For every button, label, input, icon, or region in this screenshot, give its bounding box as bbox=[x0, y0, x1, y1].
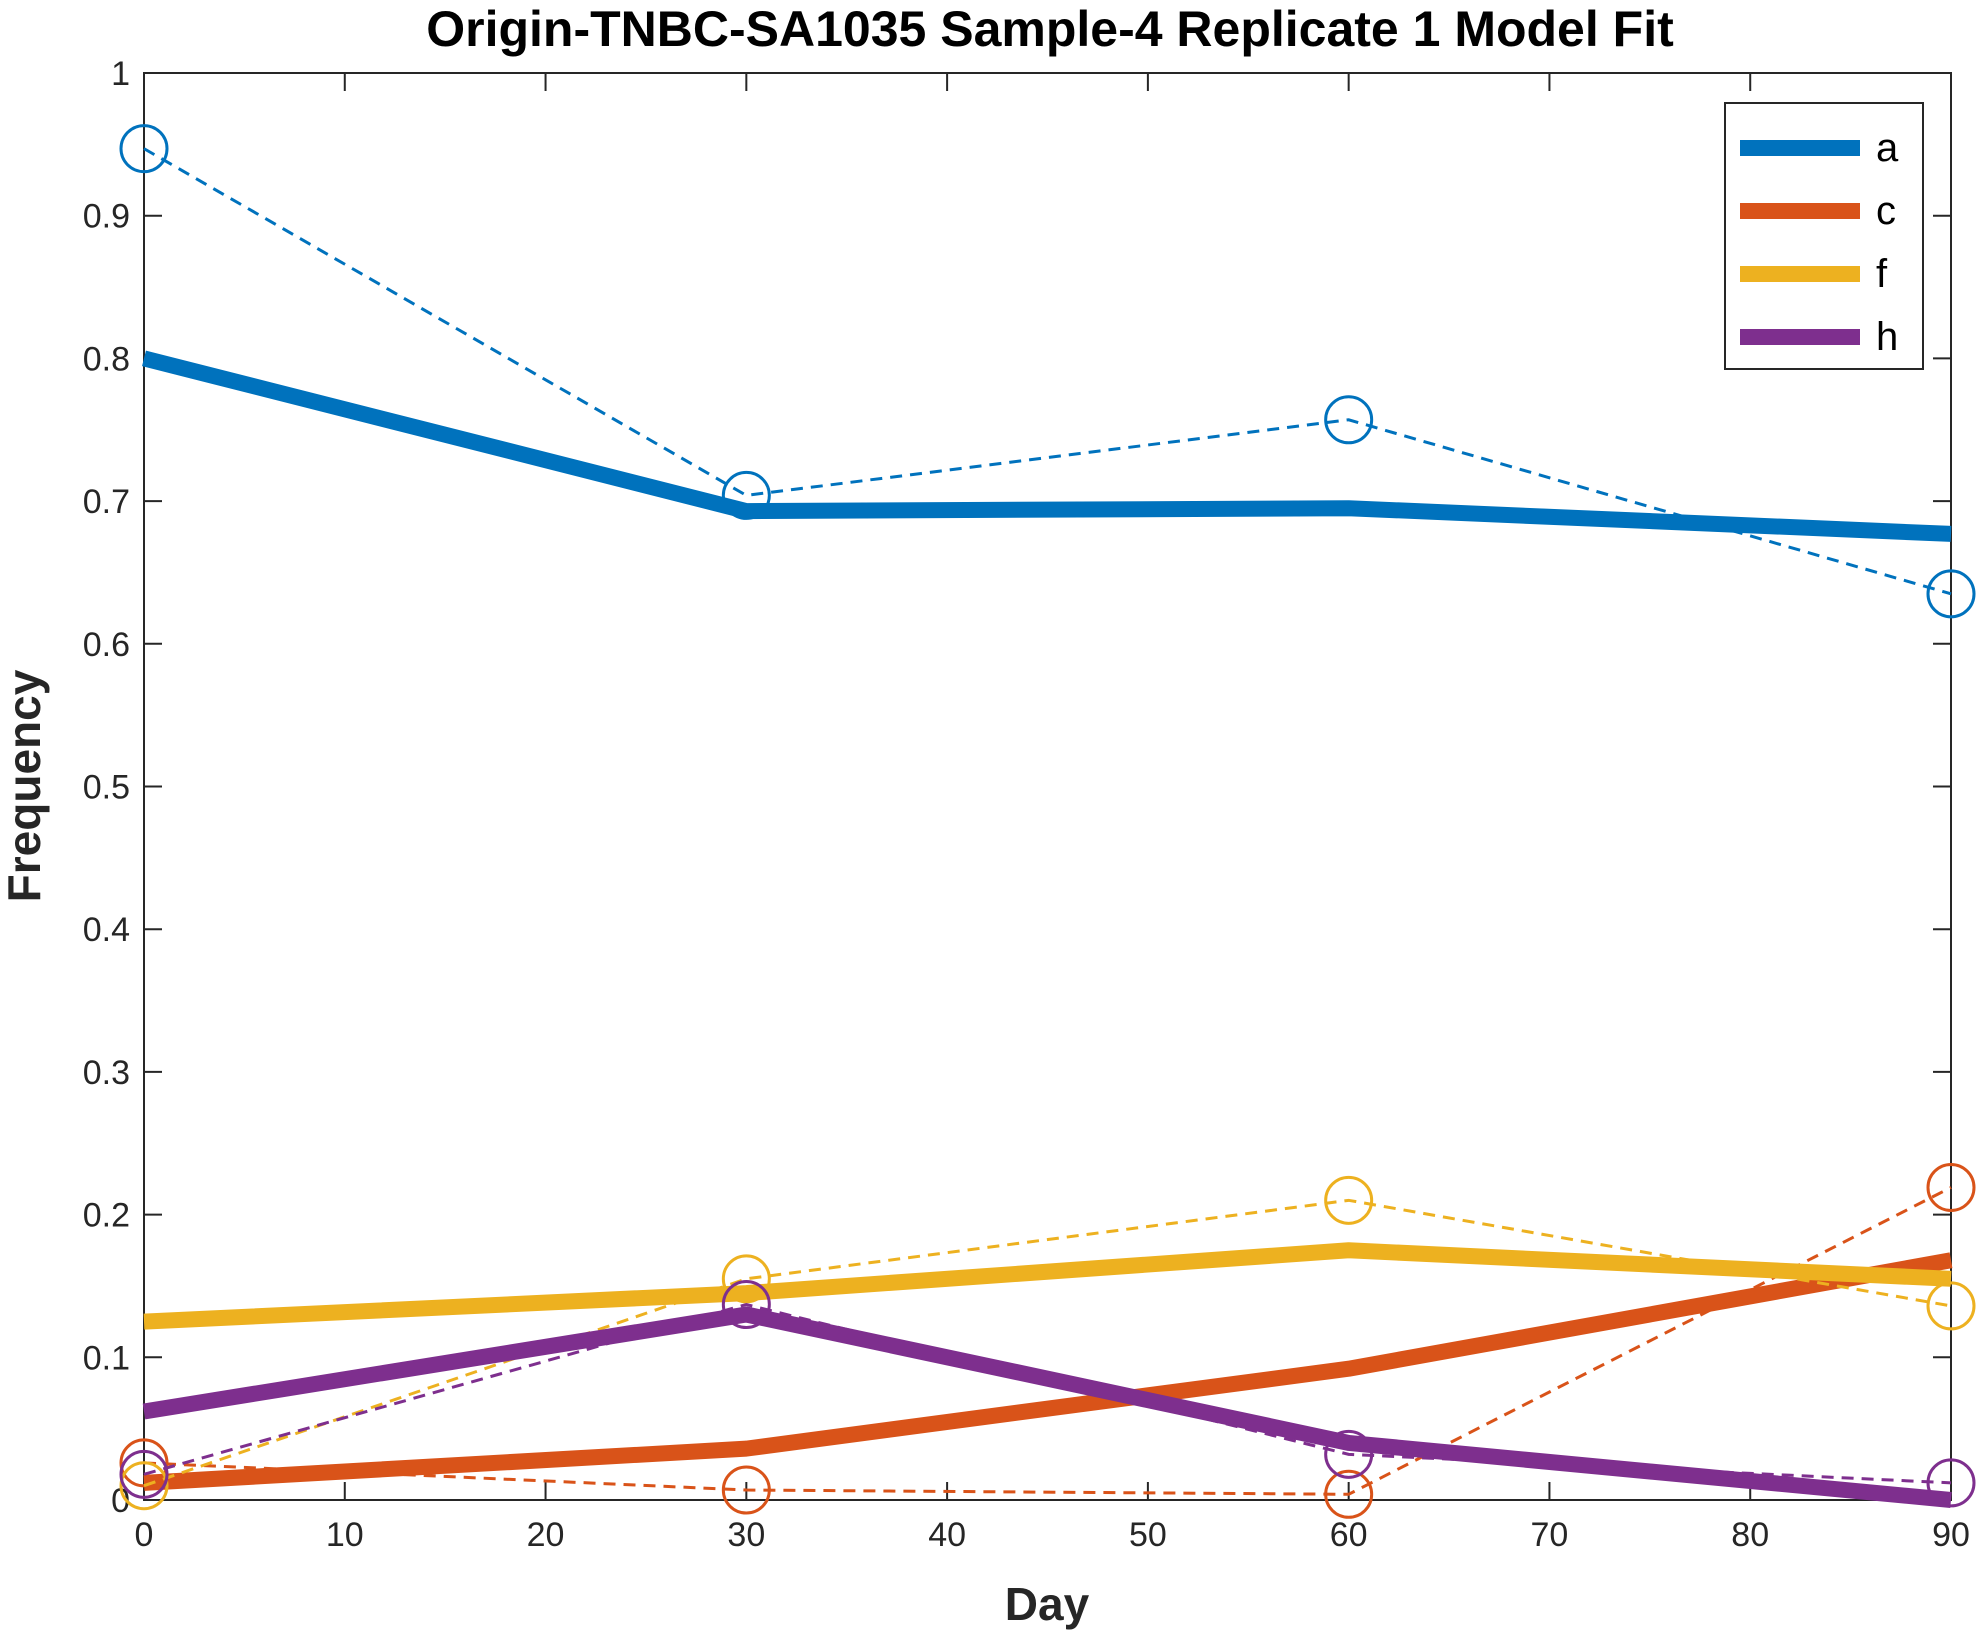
series-f-observed-point bbox=[721, 1254, 771, 1304]
series-c-model-line bbox=[143, 1252, 1953, 1491]
series-h bbox=[119, 1280, 1976, 1508]
series-c-observed-line bbox=[143, 1186, 1952, 1496]
series-f-observed-point bbox=[1324, 1175, 1374, 1225]
series-f-observed-point bbox=[119, 1461, 169, 1511]
series-f-observed-line bbox=[143, 1198, 1952, 1488]
legend-label-h: h bbox=[1876, 315, 1898, 359]
series-h-observed-point bbox=[721, 1280, 771, 1330]
series-f bbox=[119, 1175, 1976, 1511]
y-tick-label: 1 bbox=[111, 55, 130, 93]
y-tick-label: 0.8 bbox=[83, 340, 130, 378]
series-c bbox=[119, 1162, 1976, 1519]
x-tick-label: 20 bbox=[527, 1516, 565, 1554]
x-tick-label: 10 bbox=[326, 1516, 364, 1554]
x-tick-label: 60 bbox=[1330, 1516, 1368, 1554]
y-tick-label: 0.6 bbox=[83, 626, 130, 664]
series-c-observed-point bbox=[1926, 1162, 1976, 1212]
legend-label-c: c bbox=[1876, 189, 1896, 233]
series-c-observed-point bbox=[1324, 1469, 1374, 1519]
y-tick-label: 0 bbox=[111, 1482, 130, 1520]
y-axis-label: Frequency bbox=[0, 669, 50, 902]
x-tick-label: 70 bbox=[1531, 1516, 1569, 1554]
series-a-observed-point bbox=[1324, 395, 1374, 445]
y-tick-label: 0.4 bbox=[83, 911, 130, 949]
series-f-observed-point bbox=[1926, 1281, 1976, 1331]
y-tick-label: 0.1 bbox=[83, 1339, 130, 1377]
plot-box bbox=[143, 72, 1952, 1501]
y-axis: 0 0.1 0.2 0.3 0.4 0.5 0.6 0.7 0.8 0.9 1 bbox=[83, 55, 1951, 1520]
series-a-observed-point bbox=[119, 124, 169, 174]
series-c-observed-point bbox=[721, 1465, 771, 1515]
y-tick-label: 0.7 bbox=[83, 483, 130, 521]
x-tick-label: 40 bbox=[928, 1516, 966, 1554]
legend-label-f: f bbox=[1876, 252, 1888, 296]
y-tick-label: 0.2 bbox=[83, 1197, 130, 1235]
series-layer bbox=[119, 124, 1976, 1519]
series-a-observed-point bbox=[1926, 569, 1976, 619]
x-tick-label: 30 bbox=[727, 1516, 765, 1554]
y-tick-label: 0.5 bbox=[83, 769, 130, 807]
series-a-model-line bbox=[142, 350, 1952, 542]
legend-label-a: a bbox=[1876, 126, 1899, 170]
series-f-model-line bbox=[143, 1242, 1952, 1330]
series-h-observed-point bbox=[1324, 1429, 1374, 1479]
x-tick-label: 90 bbox=[1932, 1516, 1970, 1554]
x-axis: 0 10 20 30 40 50 60 70 80 90 bbox=[135, 73, 1970, 1554]
series-c-observed-point bbox=[119, 1438, 169, 1488]
series-h-observed-point bbox=[1926, 1458, 1976, 1508]
y-tick-label: 0.9 bbox=[83, 198, 130, 236]
series-a-observed-line bbox=[143, 147, 1952, 596]
series-a bbox=[119, 124, 1976, 619]
series-h-observed-point bbox=[119, 1449, 169, 1499]
y-tick-label: 0.3 bbox=[83, 1054, 130, 1092]
x-tick-label: 50 bbox=[1129, 1516, 1167, 1554]
chart-title: Origin-TNBC-SA1035 Sample-4 Replicate 1 … bbox=[426, 1, 1674, 57]
x-tick-label: 80 bbox=[1731, 1516, 1769, 1554]
series-h-model-line bbox=[142, 1306, 1952, 1508]
x-axis-label: Day bbox=[1005, 1578, 1090, 1630]
x-tick-label: 0 bbox=[135, 1516, 154, 1554]
